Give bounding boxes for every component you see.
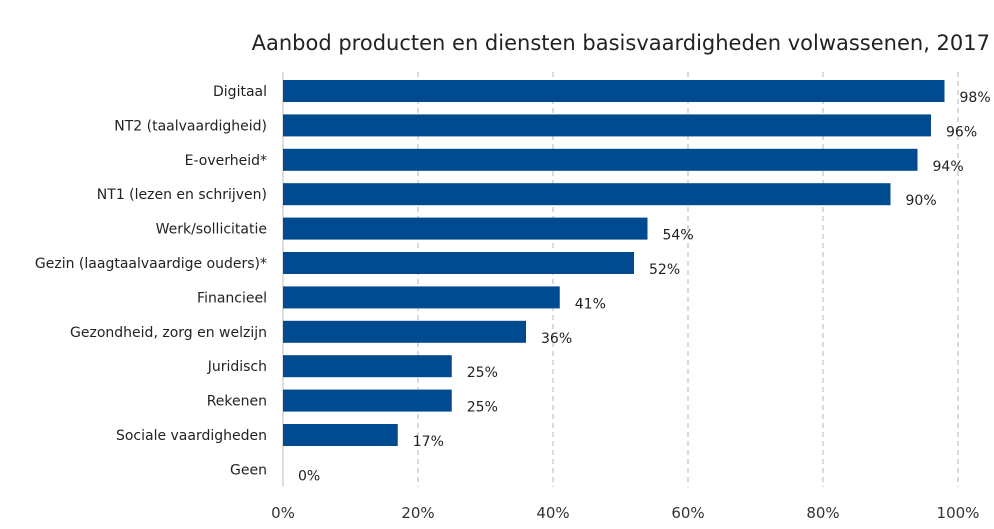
bar [283,217,648,240]
bar [283,114,931,137]
data-label: 98% [960,90,991,106]
bar [283,286,560,309]
data-label: 52% [649,262,680,278]
bar [283,80,945,102]
labels: 0% 20% 40% 60% 80% 100% Digitaal 98% NT2 (taalva… [35,84,991,522]
bar [283,355,452,378]
data-label: 17% [413,434,444,450]
data-label: 90% [906,193,937,209]
category-label: Gezin (laagtaalvaardige ouders)* [35,256,267,272]
category-label: Financieel [197,290,267,306]
category-label: Rekenen [207,394,267,410]
x-tick-label: 80% [806,504,839,522]
x-tick-label: 20% [401,504,434,522]
data-label: 25% [467,365,498,381]
data-label: 25% [467,400,498,416]
category-label: Juridisch [207,359,267,375]
data-label: 94% [933,159,964,175]
data-label: 0% [298,468,320,484]
category-label: NT2 (taalvaardigheid) [114,118,267,134]
category-label: NT1 (lezen en schrijven) [97,187,267,203]
chart-title: Aanbod producten en diensten basisvaardi… [252,31,990,55]
bar [283,183,891,206]
category-label: E-overheid* [185,153,267,169]
x-tick-label: 60% [671,504,704,522]
data-label: 96% [946,124,977,140]
data-label: 54% [663,228,694,244]
grid-lines [417,72,959,487]
bar [283,389,452,412]
category-label: Sociale vaardigheden [116,428,267,444]
data-label: 36% [541,331,572,347]
x-tick-label: 100% [937,504,980,522]
bar [283,320,526,343]
bar [283,148,918,171]
x-tick-label: 40% [536,504,569,522]
bar [283,252,634,274]
x-tick-label: 0% [271,504,295,522]
bars [283,80,945,446]
category-label: Werk/sollicitatie [156,222,267,238]
category-label: Gezondheid, zorg en welzijn [70,325,267,341]
category-label: Geen [230,462,267,478]
category-label: Digitaal [213,84,267,100]
data-label: 41% [575,296,606,312]
bar [283,424,398,446]
